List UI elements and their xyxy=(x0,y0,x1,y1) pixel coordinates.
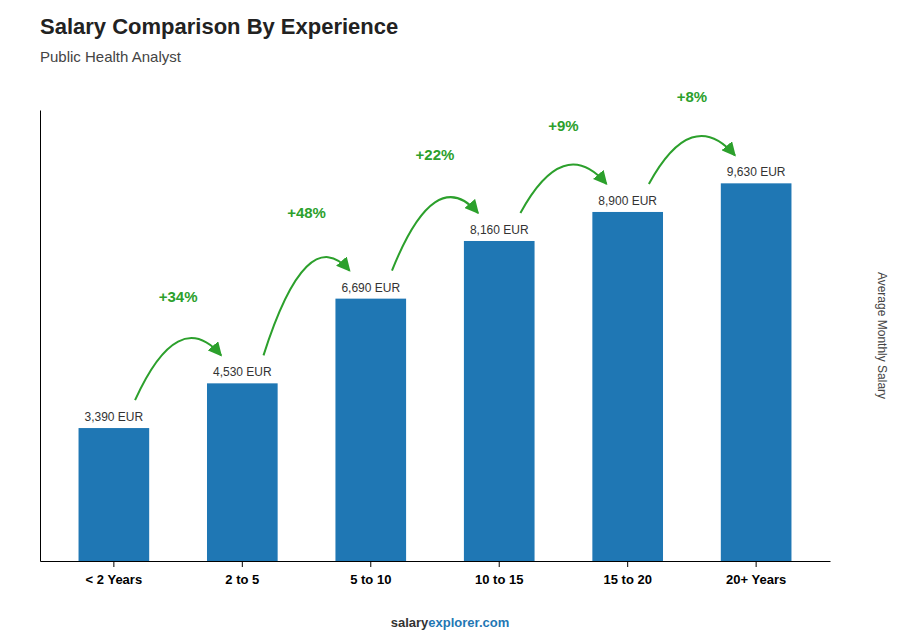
x-tick: 15 to 20 xyxy=(603,561,651,587)
annotation: +9% xyxy=(548,117,578,134)
annotations: +34% +48% +22% +9% +8% xyxy=(135,88,735,400)
bar xyxy=(335,299,406,561)
x-tick: 5 to 10 xyxy=(350,561,391,587)
bars xyxy=(79,183,792,561)
annotation: +48% xyxy=(287,204,326,221)
subtitle: Public Health Analyst xyxy=(40,48,182,65)
bar xyxy=(79,428,150,561)
x-tick-label: 20+ Years xyxy=(726,572,786,587)
y-axis-label: Average Monthly Salary xyxy=(875,272,889,399)
y-axis xyxy=(40,111,41,562)
x-tick: 20+ Years xyxy=(726,561,786,587)
data-label: 3,390 EUR xyxy=(85,410,144,424)
x-tick-mark xyxy=(370,561,371,567)
x-tick-label: < 2 Years xyxy=(86,572,143,587)
bar xyxy=(207,383,278,561)
x-tick: < 2 Years xyxy=(86,561,143,587)
x-axis-line xyxy=(41,561,831,562)
x-tick: 2 to 5 xyxy=(225,561,259,587)
x-tick-label: 15 to 20 xyxy=(603,572,651,587)
x-axis: < 2 Years 2 to 5 5 to 10 10 to 15 15 to 20 20… xyxy=(41,561,831,587)
data-label: 6,690 EUR xyxy=(341,281,400,295)
data-labels: 3,390 EUR 4,530 EUR 6,690 EUR 8,160 EUR 8,90… xyxy=(85,165,786,424)
data-label: 8,160 EUR xyxy=(470,223,529,237)
x-tick-label: 2 to 5 xyxy=(225,572,259,587)
bar xyxy=(464,241,535,561)
arrow xyxy=(392,197,478,271)
x-tick-label: 10 to 15 xyxy=(475,572,523,587)
data-label: 4,530 EUR xyxy=(213,365,272,379)
x-tick-mark xyxy=(499,561,500,567)
arrow xyxy=(649,136,735,184)
annotation: +34% xyxy=(159,288,198,305)
footer-part: explorer.com xyxy=(428,615,509,630)
x-tick: 10 to 15 xyxy=(475,561,523,587)
x-tick-label: 5 to 10 xyxy=(350,572,391,587)
footer-part: salary xyxy=(391,615,429,630)
arrow xyxy=(135,338,221,400)
bar xyxy=(592,212,663,561)
chart: Salary Comparison By Experience Public He… xyxy=(0,0,900,641)
annotation: +22% xyxy=(416,146,455,163)
arrow xyxy=(264,257,350,355)
arrow xyxy=(520,165,606,213)
x-tick-mark xyxy=(627,561,628,567)
plot: < 2 Years 2 to 5 5 to 10 10 to 15 15 to 20 20… xyxy=(41,88,831,587)
data-label: 8,900 EUR xyxy=(598,194,657,208)
bar xyxy=(721,183,792,561)
y-axis-line xyxy=(40,111,41,562)
data-label: 9,630 EUR xyxy=(727,165,786,179)
x-tick-mark xyxy=(756,561,757,567)
title: Salary Comparison By Experience xyxy=(40,14,398,39)
x-tick-mark xyxy=(113,561,114,567)
footer: salaryexplorer.com xyxy=(391,615,510,630)
x-tick-mark xyxy=(242,561,243,567)
annotation: +8% xyxy=(677,88,707,105)
